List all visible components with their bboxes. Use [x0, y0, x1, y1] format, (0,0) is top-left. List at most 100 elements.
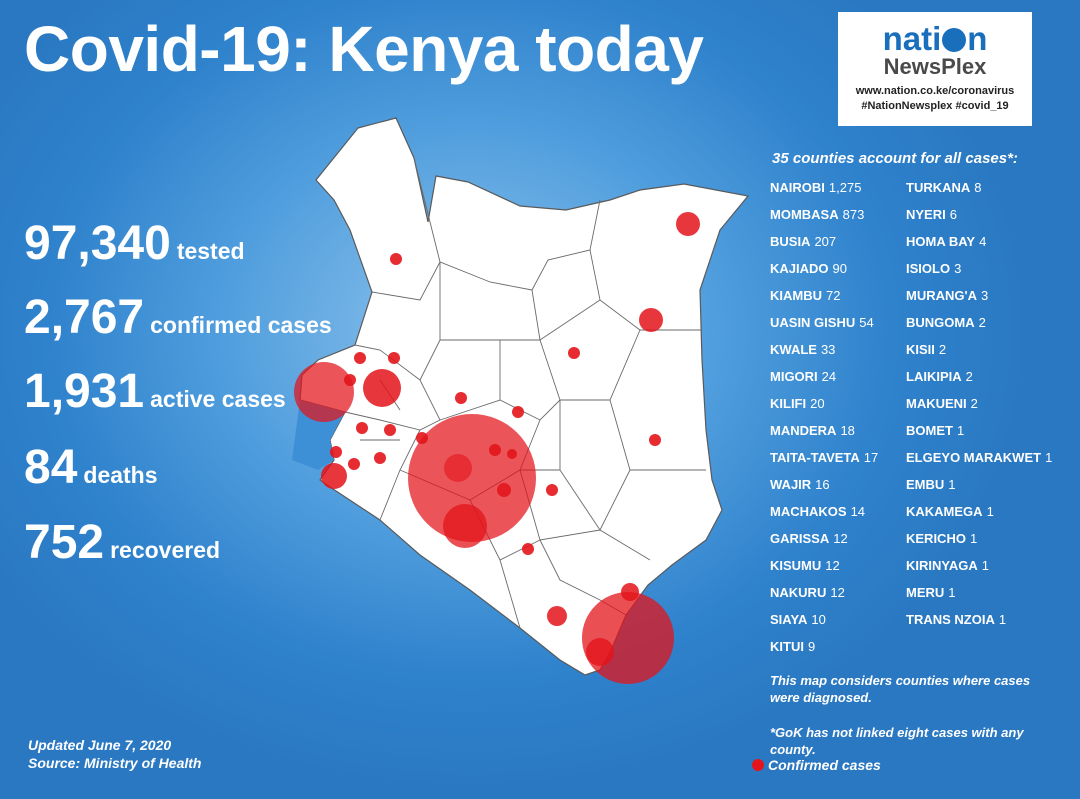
- case-bubble-uasin-gishu: [363, 369, 401, 407]
- stat-deaths-label: deaths: [83, 462, 158, 488]
- county-row: MACHAKOS 14: [770, 504, 866, 519]
- updated-date: Updated June 7, 2020: [28, 737, 172, 753]
- logo-newsplex: NewsPlex: [883, 54, 987, 79]
- case-bubble-migori: [321, 463, 347, 489]
- counties-list-right: TURKANA 8 NYERI 6 HOMA BAY 4 ISIOLO 3 MURANG…: [906, 180, 1052, 639]
- county-row: KAKAMEGA 1: [906, 504, 994, 519]
- county-row: LAIKIPIA 2: [906, 369, 973, 384]
- map-note: This map considers counties where cases …: [770, 673, 1031, 705]
- case-bubble-makueni: [522, 543, 534, 555]
- county-row: EMBU 1: [906, 477, 956, 492]
- county-row: UASIN GISHU 54: [770, 315, 874, 330]
- globe-icon: [942, 28, 967, 52]
- case-bubble-meru: [512, 406, 524, 418]
- county-row: KERICHO 1: [906, 531, 978, 546]
- case-bubble-kajiado: [443, 504, 487, 548]
- page-title: Covid-19: Kenya today: [24, 13, 704, 85]
- case-bubble-isiolo: [568, 347, 580, 359]
- county-row: KILIFI 20: [770, 396, 825, 411]
- county-row: WAJIR 16: [770, 477, 830, 492]
- county-row: KIRINYAGA 1: [906, 558, 989, 573]
- county-row: NAIROBI 1,275: [770, 180, 862, 195]
- stat-tested: 97,340 tested: [24, 216, 245, 271]
- county-row: MOMBASA 873: [770, 207, 865, 222]
- county-row: HOMA BAY 4: [906, 234, 987, 249]
- legend-label: Confirmed cases: [768, 757, 881, 773]
- logo-hashtags: #NationNewsplex #covid_19: [861, 100, 1009, 112]
- case-bubble-embu: [507, 449, 517, 459]
- case-bubble-wajir: [639, 308, 663, 332]
- case-bubble-kitui: [546, 484, 558, 496]
- counties-list-left: NAIROBI 1,275 MOMBASA 873 BUSIA 207 KAJIADO…: [770, 180, 878, 666]
- source-text: Source: Ministry of Health: [28, 755, 202, 771]
- case-bubble-machakos: [497, 483, 511, 497]
- stat-deaths: 84 deaths: [24, 440, 158, 495]
- county-row: ISIOLO 3: [906, 261, 962, 276]
- stat-deaths-value: 84: [24, 441, 78, 494]
- county-row: KIAMBU 72: [770, 288, 841, 303]
- legend-dot-icon: [752, 759, 764, 771]
- stat-active-label: active cases: [150, 386, 286, 412]
- gok-note: *GoK has not linked eight cases with any…: [770, 725, 1024, 757]
- case-bubble-mandera: [676, 212, 700, 236]
- county-row: MIGORI 24: [770, 369, 837, 384]
- county-row: BOMET 1: [906, 423, 965, 438]
- case-bubble-taita-taveta: [547, 606, 567, 626]
- logo-nation: nati n: [882, 20, 988, 57]
- case-bubble-mombasa: [582, 592, 674, 684]
- stat-confirmed-value: 2,767: [24, 291, 145, 344]
- update-info: Updated June 7, 2020 Source: Ministry of…: [28, 736, 201, 772]
- county-row: TAITA-TAVETA 17: [770, 450, 879, 465]
- county-row: BUNGOMA 2: [906, 315, 986, 330]
- county-row: ELGEYO MARAKWET 1: [906, 450, 1053, 465]
- legend: Confirmed cases: [752, 757, 881, 773]
- county-row: KWALE 33: [770, 342, 836, 357]
- case-bubble-kwale: [586, 638, 614, 666]
- county-row: TURKANA 8: [906, 180, 982, 195]
- county-row: KAJIADO 90: [770, 261, 847, 276]
- case-bubble-kericho: [384, 424, 396, 436]
- stat-confirmed: 2,767 confirmed cases: [24, 290, 332, 345]
- nation-newsplex-logo[interactable]: nati n NewsPlex www.nation.co.ke/coronavi…: [838, 12, 1032, 126]
- case-bubble-siaya: [330, 446, 342, 458]
- case-bubble-garissa: [649, 434, 661, 446]
- logo-url[interactable]: www.nation.co.ke/coronavirus: [855, 85, 1015, 97]
- case-bubble-turkana: [390, 253, 402, 265]
- case-bubble-nairobi-core: [444, 454, 472, 482]
- stat-tested-value: 97,340: [24, 217, 171, 270]
- county-row: MAKUENI 2: [906, 396, 978, 411]
- stat-confirmed-label: confirmed cases: [150, 312, 332, 338]
- county-row: SIAYA 10: [770, 612, 826, 627]
- counties-title: 35 counties account for all cases*:: [772, 150, 1018, 167]
- case-bubble-elgeyo-marakwet: [388, 352, 400, 364]
- county-row: MERU 1: [906, 585, 956, 600]
- stat-active-value: 1,931: [24, 365, 145, 418]
- case-bubble-laikipia: [455, 392, 467, 404]
- county-row: GARISSA 12: [770, 531, 848, 546]
- county-row: NAKURU 12: [770, 585, 845, 600]
- case-bubble-nakuru: [416, 432, 428, 444]
- stat-active: 1,931 active cases: [24, 364, 286, 419]
- county-row: KISII 2: [906, 342, 947, 357]
- stat-tested-label: tested: [176, 238, 245, 264]
- county-row: KITUI 9: [770, 639, 816, 654]
- case-bubble-homa-bay: [348, 458, 360, 470]
- stat-recovered-value: 752: [24, 516, 105, 569]
- county-row: MANDERA 18: [770, 423, 855, 438]
- case-bubble-nairobi: [408, 414, 536, 542]
- case-bubble-kilifi: [621, 583, 639, 601]
- stat-recovered-label: recovered: [110, 537, 221, 563]
- stat-recovered: 752 recovered: [24, 515, 220, 570]
- county-row: NYERI 6: [906, 207, 957, 222]
- case-bubble-kakamega: [344, 374, 356, 386]
- county-row: KISUMU 12: [770, 558, 840, 573]
- case-bubble-nyeri: [489, 444, 501, 456]
- county-row: MURANG'A 3: [906, 288, 989, 303]
- case-bubble-trans-nzoia: [354, 352, 366, 364]
- case-bubble-kisumu: [356, 422, 368, 434]
- county-row: BUSIA 207: [770, 234, 837, 249]
- case-bubble-kisii: [374, 452, 386, 464]
- case-bubble-busia: [294, 362, 354, 422]
- county-row: TRANS NZOIA 1: [906, 612, 1007, 627]
